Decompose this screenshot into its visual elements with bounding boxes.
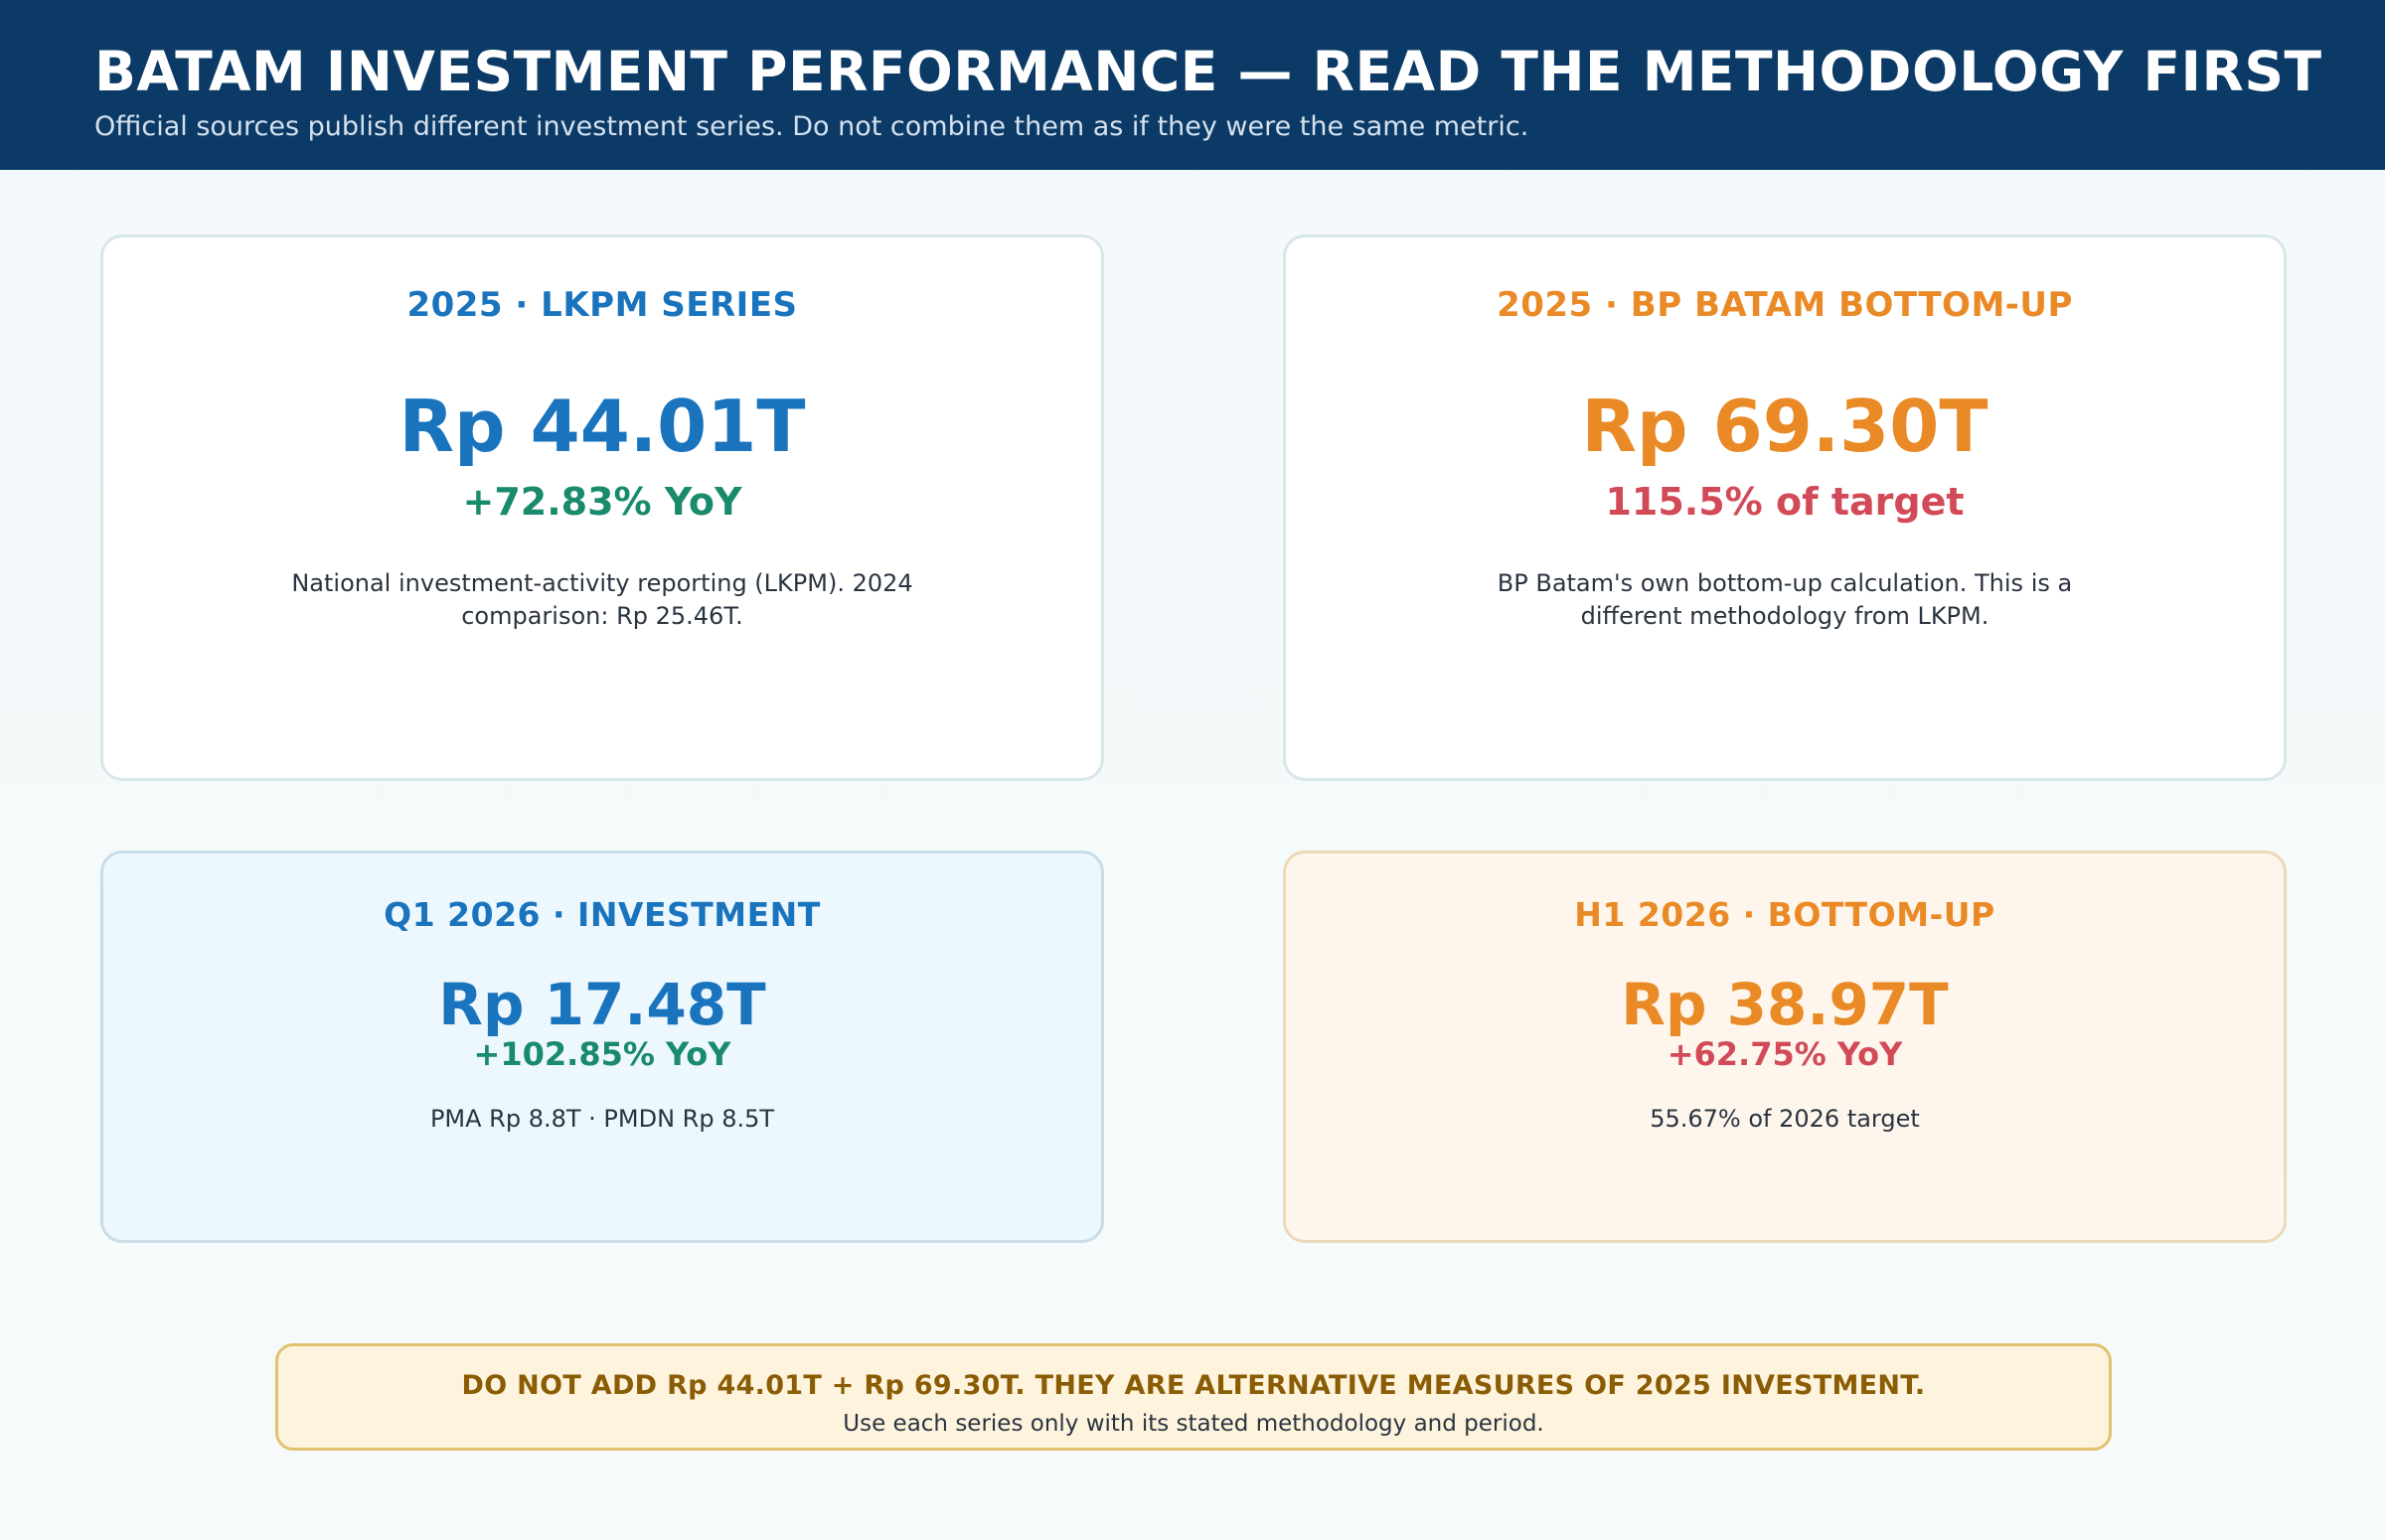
warning-text: DO NOT ADD Rp 44.01T + Rp 69.30T. THEY A… — [461, 1370, 1926, 1401]
warning-subtext: Use each series only with its stated met… — [843, 1411, 1544, 1437]
card-q1-2026: Q1 2026 · INVESTMENT Rp 17.48T +102.85% … — [100, 850, 1104, 1243]
card-label: 2025 · BP BATAM BOTTOM-UP — [1497, 285, 2073, 325]
page-header: BATAM INVESTMENT PERFORMANCE — READ THE … — [0, 0, 2385, 170]
card-change: +102.85% YoY — [473, 1035, 731, 1073]
card-label: Q1 2026 · INVESTMENT — [384, 895, 821, 934]
card-h1-2026: H1 2026 · BOTTOM-UP Rp 38.97T +62.75% Yo… — [1283, 850, 2287, 1243]
card-note: National investment-activity reporting (… — [291, 569, 913, 630]
card-label: H1 2026 · BOTTOM-UP — [1574, 895, 1995, 934]
card-note: PMA Rp 8.8T · PMDN Rp 8.5T — [429, 1105, 775, 1133]
card-change: 115.5% of target — [1605, 480, 1965, 524]
card-change: +72.83% YoY — [462, 480, 742, 524]
card-value: Rp 17.48T — [438, 971, 766, 1038]
card-change: +62.75% YoY — [1667, 1035, 1903, 1073]
card-label: 2025 · LKPM SERIES — [406, 285, 798, 325]
card-value: Rp 69.30T — [1581, 385, 1988, 468]
page-title: BATAM INVESTMENT PERFORMANCE — READ THE … — [94, 40, 2322, 103]
card-lkpm-2025: 2025 · LKPM SERIES Rp 44.01T +72.83% YoY… — [100, 234, 1104, 781]
card-bpbatam-2025: 2025 · BP BATAM BOTTOM-UP Rp 69.30T 115.… — [1283, 234, 2287, 781]
card-value: Rp 44.01T — [398, 385, 806, 468]
card-note: BP Batam's own bottom-up calculation. Th… — [1497, 569, 2073, 630]
warning-banner: DO NOT ADD Rp 44.01T + Rp 69.30T. THEY A… — [275, 1343, 2112, 1451]
card-value: Rp 38.97T — [1621, 971, 1949, 1038]
card-note: 55.67% of 2026 target — [1650, 1105, 1920, 1133]
page-subtitle: Official sources publish different inves… — [94, 111, 1529, 142]
